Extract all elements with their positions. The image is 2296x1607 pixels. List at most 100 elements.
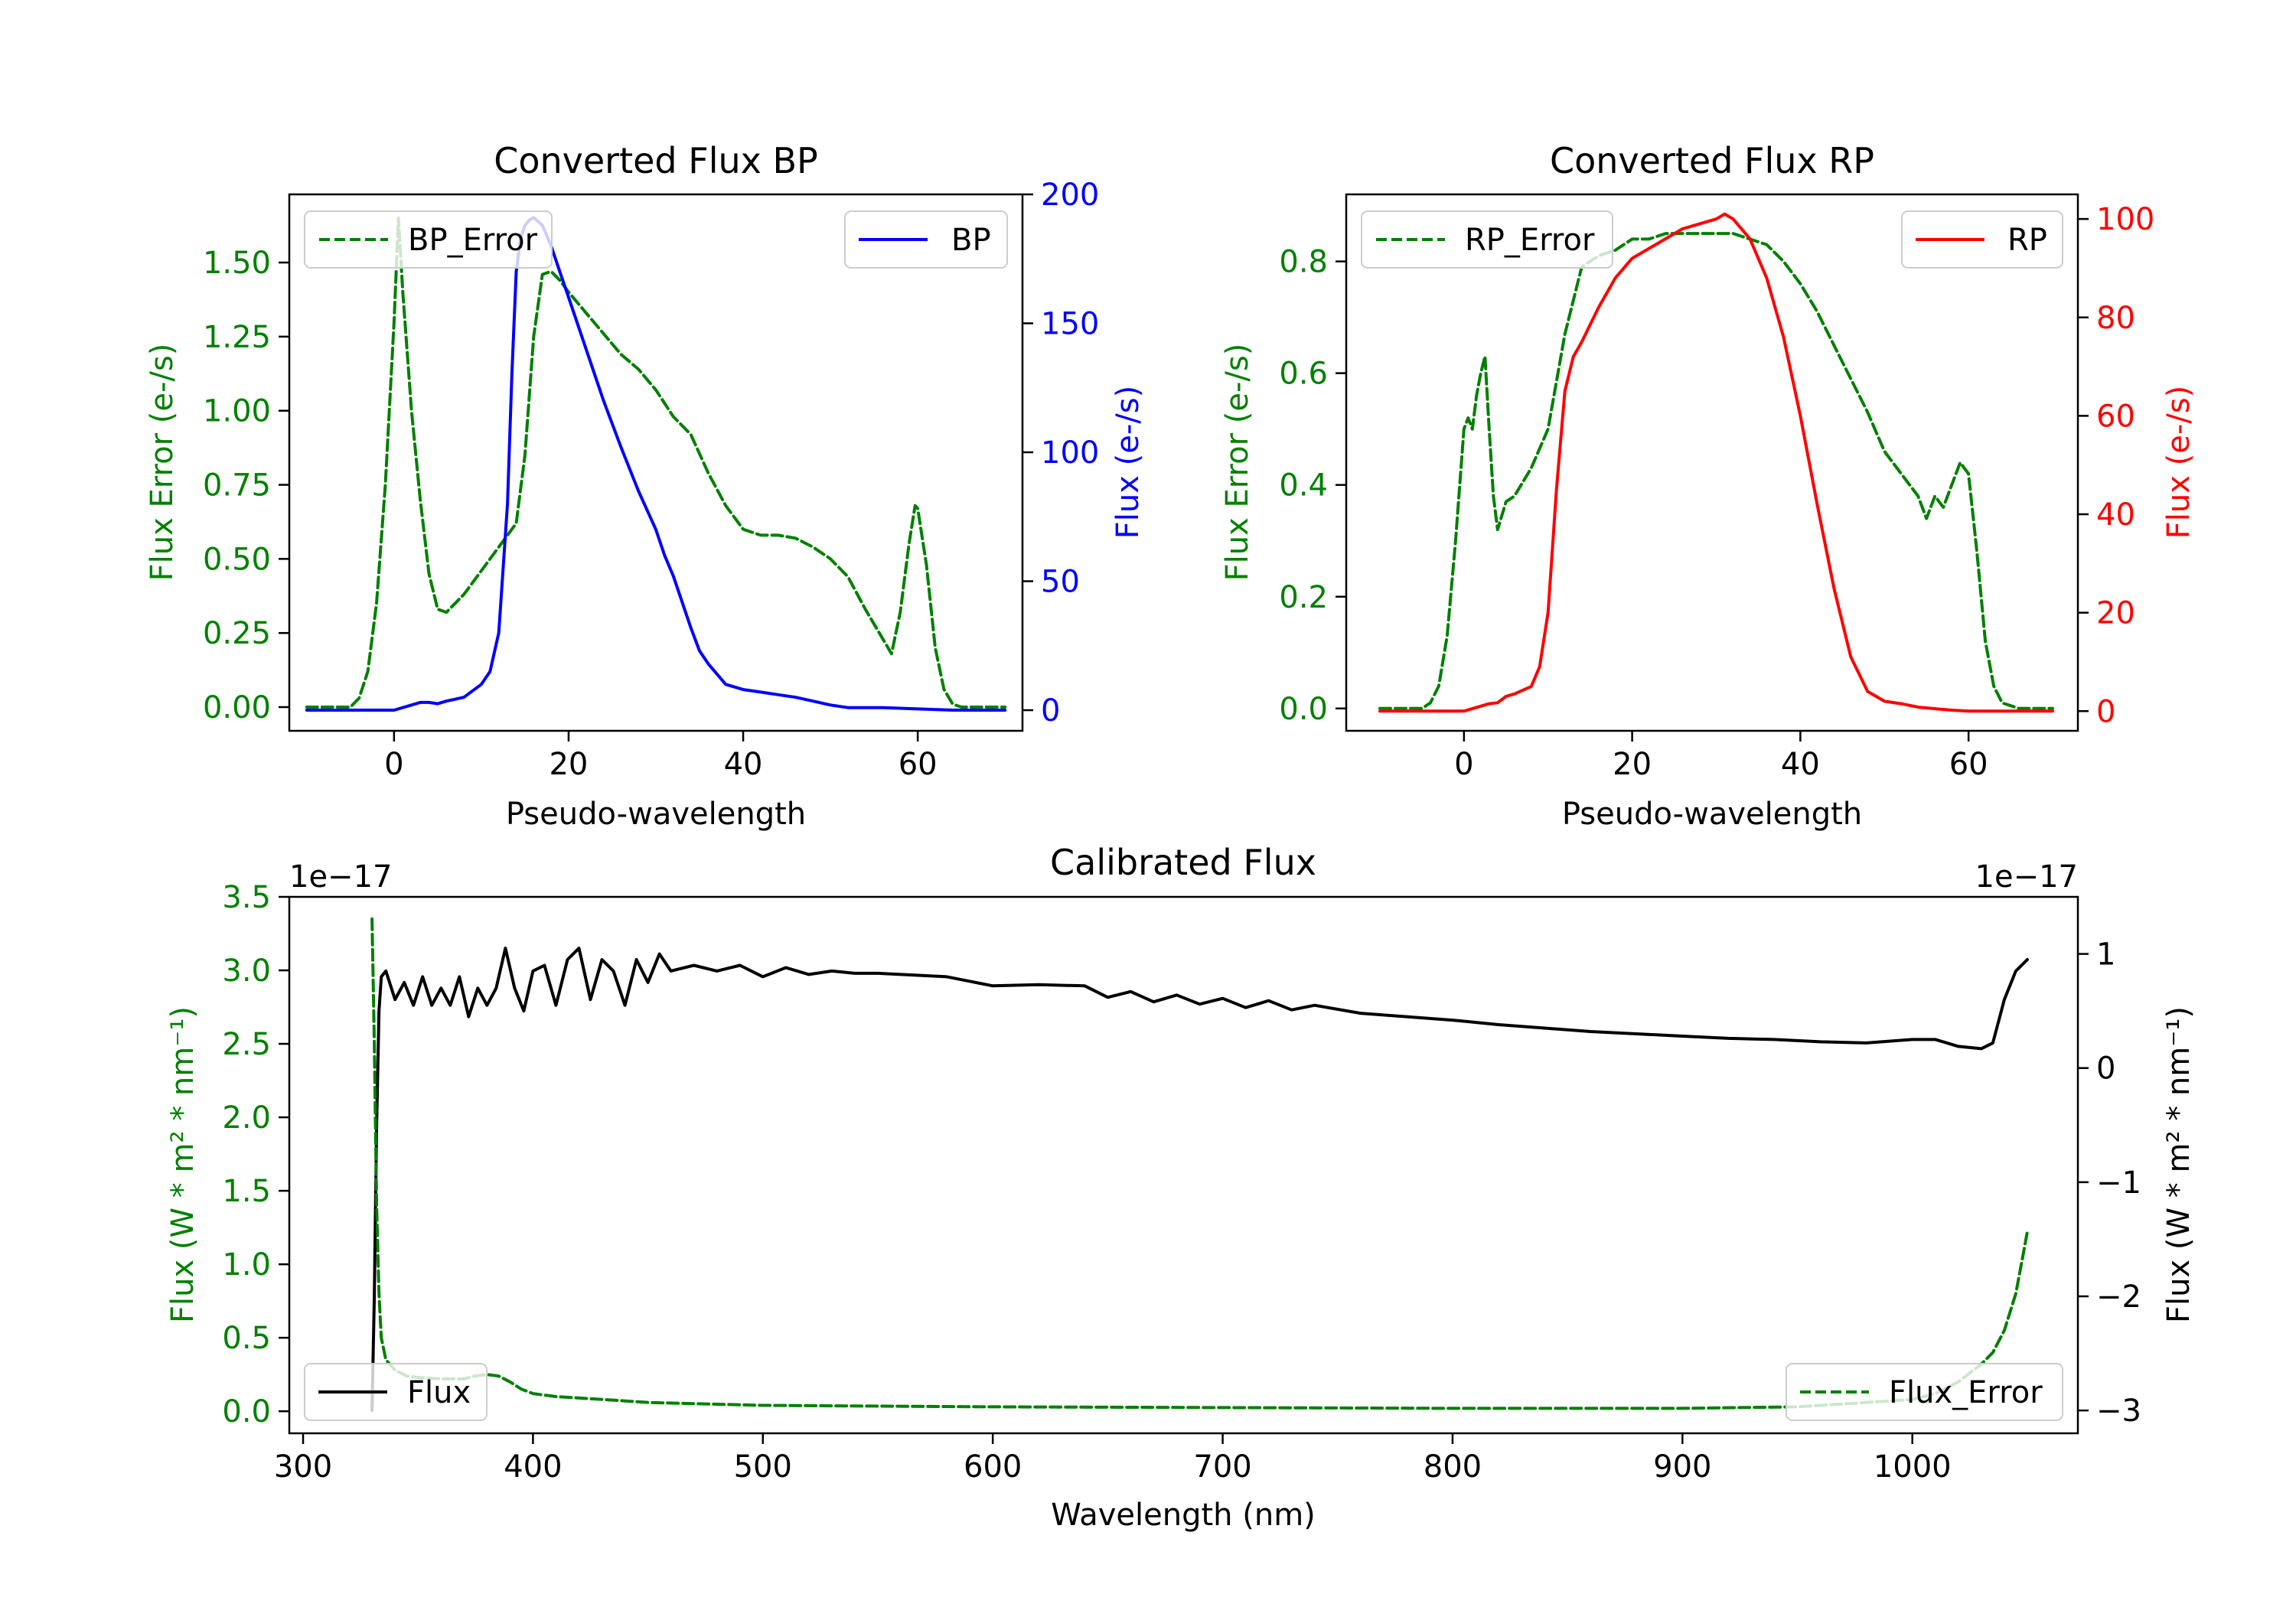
calibrated-legend-error: Flux_Error	[1786, 1363, 2063, 1421]
rp-right-y-tick-label: 100	[2096, 202, 2154, 237]
bp-left-y-tick-label: 0.00	[203, 690, 271, 725]
calibrated-right-exponent: 1e−17	[1975, 859, 2078, 895]
rp-panel: Converted Flux RP 0 20 40 60 0.00.20.40.60.…	[1220, 140, 2197, 832]
calibrated-right-y-tick-label: −1	[2096, 1165, 2141, 1201]
bp-legend-error-label: BP_Error	[408, 223, 538, 258]
calibrated-series-flux	[370, 947, 2029, 1413]
bp-axes-frame	[288, 193, 1024, 732]
bp-right-y-tick-label: 200	[1041, 178, 1099, 213]
rp-series-rp-error	[1378, 232, 2054, 710]
rp-x-tick-label: 40	[1781, 747, 1820, 782]
rp-right-y-ticks: 0 20 40 60 80 100	[2078, 202, 2154, 729]
rp-axes-frame	[1345, 193, 2079, 732]
rp-legend-error-box	[1361, 210, 1613, 269]
calibrated-x-tick-label: 600	[964, 1449, 1022, 1485]
calibrated-left-y-tick-label: 0.0	[222, 1394, 271, 1429]
calibrated-x-tick-label: 900	[1653, 1449, 1711, 1485]
bp-left-y-axis-label: Flux Error (e-/s)	[145, 344, 180, 582]
bp-x-tick-label: 20	[549, 747, 588, 782]
bp-right-y-tick-label: 0	[1041, 693, 1060, 729]
bp-series-bp-error	[305, 217, 1007, 709]
bp-left-y-tick-label: 1.50	[203, 246, 271, 281]
rp-plot-area	[1378, 212, 2054, 713]
calibrated-panel: Calibrated Flux 1e−17 1e−17 300 400 500 600…	[165, 842, 2197, 1533]
calibrated-x-tick-label: 700	[1193, 1449, 1251, 1485]
bp-x-tick-label: 60	[899, 747, 938, 782]
rp-left-y-tick-label: 0.4	[1279, 468, 1328, 504]
bp-x-tick-label: 40	[724, 747, 763, 782]
rp-right-y-tick-label: 40	[2096, 497, 2135, 533]
rp-left-y-tick-label: 0.2	[1279, 580, 1328, 615]
bp-left-y-ticks: 0.00 0.25 0.50 0.75 1.00 1.25 1.50	[203, 246, 289, 725]
bp-x-ticks: 0 20 40 60	[384, 731, 938, 782]
rp-right-y-tick-label: 60	[2096, 399, 2135, 434]
calibrated-right-y-tick-label: −2	[2096, 1279, 2141, 1315]
calibrated-left-y-tick-label: 1.5	[222, 1174, 271, 1209]
calibrated-x-tick-label: 500	[734, 1449, 792, 1485]
rp-x-ticks: 0 20 40 60	[1454, 731, 1988, 782]
calibrated-left-y-tick-label: 1.0	[222, 1247, 271, 1283]
calibrated-legend-flux-label: Flux	[407, 1375, 471, 1410]
bp-right-y-ticks: 0 50 100 150 200	[1022, 178, 1099, 729]
calibrated-legend-flux-box	[304, 1363, 488, 1421]
bp-left-y-tick-label: 0.75	[203, 468, 271, 504]
bp-title: Converted Flux BP	[494, 140, 818, 181]
rp-legend-flux: RP	[1901, 210, 2063, 269]
calibrated-legend-error-label: Flux_Error	[1889, 1375, 2043, 1410]
calibrated-left-y-tick-label: 0.5	[222, 1321, 271, 1356]
calibrated-x-tick-label: 800	[1424, 1449, 1482, 1485]
bp-plot-area	[305, 216, 1007, 712]
rp-legend-flux-label: RP	[2007, 223, 2047, 258]
calibrated-right-y-tick-label: 0	[2096, 1051, 2115, 1087]
calibrated-x-axis-label: Wavelength (nm)	[1051, 1498, 1316, 1533]
calibrated-left-y-tick-label: 2.0	[222, 1100, 271, 1136]
rp-left-y-tick-label: 0.0	[1279, 692, 1328, 727]
calibrated-legend-flux: Flux	[304, 1363, 488, 1421]
bp-right-y-axis-label: Flux (e-/s)	[1110, 386, 1146, 539]
rp-x-axis-label: Pseudo-wavelength	[1562, 797, 1862, 832]
bp-legend-error: BP_Error	[304, 210, 553, 269]
bp-left-y-tick-label: 0.50	[203, 542, 271, 577]
calibrated-right-y-axis-label: Flux (W * m² * nm⁻¹)	[2161, 1006, 2197, 1323]
calibrated-x-tick-label: 300	[274, 1449, 332, 1485]
rp-right-y-tick-label: 20	[2096, 596, 2135, 631]
bp-legend-flux-label: BP	[951, 223, 991, 258]
calibrated-title: Calibrated Flux	[1050, 842, 1316, 883]
bp-left-y-tick-label: 0.25	[203, 616, 271, 651]
calibrated-axes-frame	[288, 895, 2079, 1435]
bp-x-tick-label: 0	[384, 747, 403, 782]
calibrated-legend-error-box	[1786, 1363, 2063, 1421]
rp-right-y-tick-label: 80	[2096, 301, 2135, 336]
rp-x-tick-label: 20	[1613, 747, 1652, 782]
calibrated-x-ticks: 300 400 500 600 700 800 900 1000	[274, 1433, 1952, 1485]
bp-right-y-tick-label: 100	[1041, 435, 1099, 471]
calibrated-plot-area	[370, 917, 2029, 1413]
rp-left-y-axis-label: Flux Error (e-/s)	[1220, 344, 1255, 582]
rp-right-y-axis-label: Flux (e-/s)	[2161, 386, 2197, 539]
rp-right-y-tick-label: 0	[2096, 694, 2115, 729]
rp-left-y-tick-label: 0.8	[1279, 245, 1328, 280]
calibrated-left-y-axis-label: Flux (W * m² * nm⁻¹)	[165, 1006, 201, 1323]
bp-series-bp	[305, 216, 1007, 712]
rp-legend-error: RP_Error	[1361, 210, 1613, 269]
rp-legend-error-label: RP_Error	[1465, 223, 1595, 258]
bp-legend-flux: BP	[844, 210, 1008, 269]
rp-series-rp	[1378, 212, 2054, 713]
bp-left-y-tick-label: 1.00	[203, 394, 271, 429]
calibrated-left-y-ticks: 0.0 0.5 1.0 1.5 2.0 2.5 3.0 3.5	[222, 880, 289, 1429]
rp-x-tick-label: 0	[1454, 747, 1473, 782]
rp-x-tick-label: 60	[1949, 747, 1988, 782]
bp-right-y-tick-label: 150	[1041, 307, 1099, 342]
calibrated-right-y-tick-label: −3	[2096, 1393, 2141, 1429]
calibrated-x-tick-label: 1000	[1874, 1449, 1952, 1485]
bp-right-y-tick-label: 50	[1041, 565, 1080, 600]
calibrated-left-y-tick-label: 2.5	[222, 1027, 271, 1062]
rp-title: Converted Flux RP	[1550, 140, 1874, 181]
bp-legend-error-box	[304, 210, 553, 269]
calibrated-right-y-ticks: −3 −2 −1 0 1	[2078, 937, 2141, 1429]
rp-left-y-ticks: 0.0 0.2 0.4 0.6 0.8	[1279, 245, 1346, 727]
calibrated-x-tick-label: 400	[504, 1449, 562, 1485]
calibrated-left-y-tick-label: 3.5	[222, 880, 271, 915]
calibrated-right-y-tick-label: 1	[2096, 937, 2115, 973]
